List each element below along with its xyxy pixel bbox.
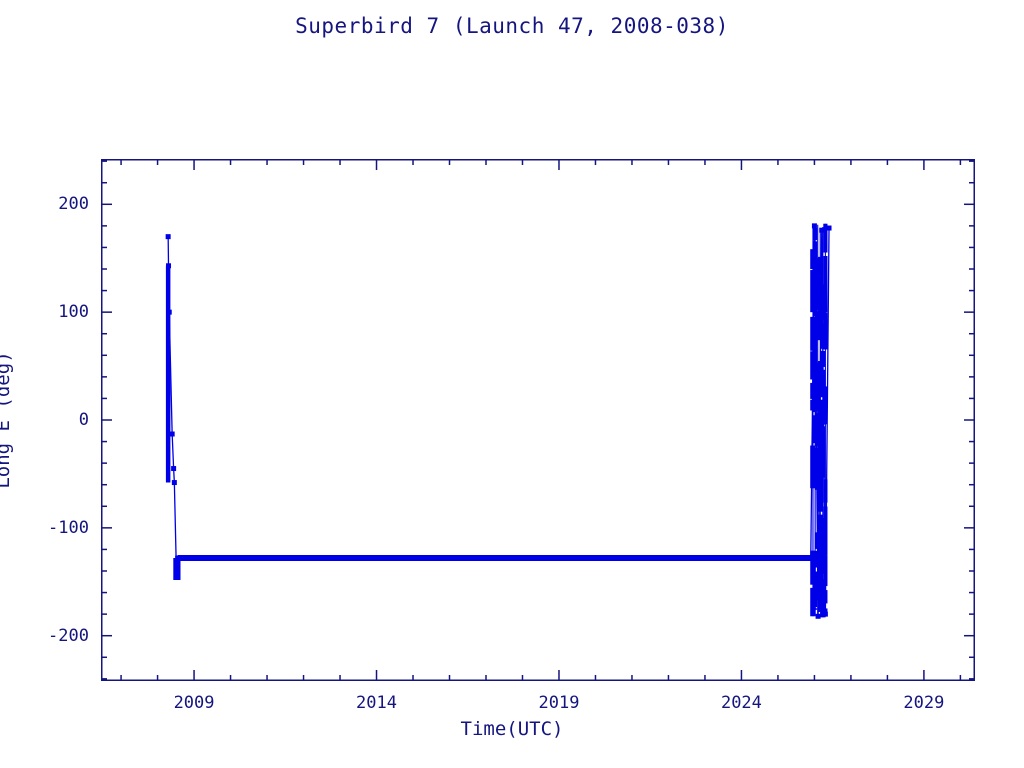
data-series-group: [165, 223, 832, 619]
y-axis-title: Long E (deg): [0, 351, 14, 489]
data-point-marker: [166, 309, 172, 315]
data-point-marker: [169, 431, 175, 437]
plateau-entry-step: [173, 558, 181, 580]
page-title: Superbird 7 (Launch 47, 2008-038): [295, 14, 729, 38]
x-tick-label: 2029: [903, 693, 945, 713]
data-point-marker: [171, 466, 177, 472]
data-point-marker: [166, 263, 172, 269]
plot-frame-svg: [101, 159, 975, 681]
series-polyline: [167, 225, 830, 617]
y-tick-label: -100: [48, 517, 89, 538]
y-tick-label: 0: [78, 410, 89, 430]
data-point-marker: [819, 227, 825, 233]
longitude-wrap-drift: [810, 223, 828, 618]
data-point-marker: [171, 480, 177, 486]
data-point-marker: [808, 555, 814, 561]
plot-area: 200 100 0 -100 -200 2009 2014 2019 2024 2029: [48, 159, 975, 713]
y-tick-label: 200: [58, 194, 89, 215]
y-tick-label: -200: [48, 625, 89, 646]
y-tick-label: 100: [58, 302, 89, 323]
x-tick-label: 2014: [356, 693, 397, 713]
data-point-marker: [822, 611, 828, 617]
x-tick-label: 2024: [720, 693, 762, 713]
data-point-marker: [175, 555, 181, 561]
x-tick-label: 2019: [538, 693, 580, 713]
data-point-marker: [165, 234, 171, 240]
data-point-marker: [174, 574, 180, 580]
x-axis-title: Time(UTC): [460, 718, 564, 740]
axis-ticks-group: [101, 159, 975, 681]
plot-border: [101, 159, 975, 681]
data-point-marker: [811, 223, 817, 229]
x-tick-label: 2009: [173, 693, 215, 713]
data-point-marker: [815, 613, 821, 619]
data-point-marker: [826, 225, 832, 231]
